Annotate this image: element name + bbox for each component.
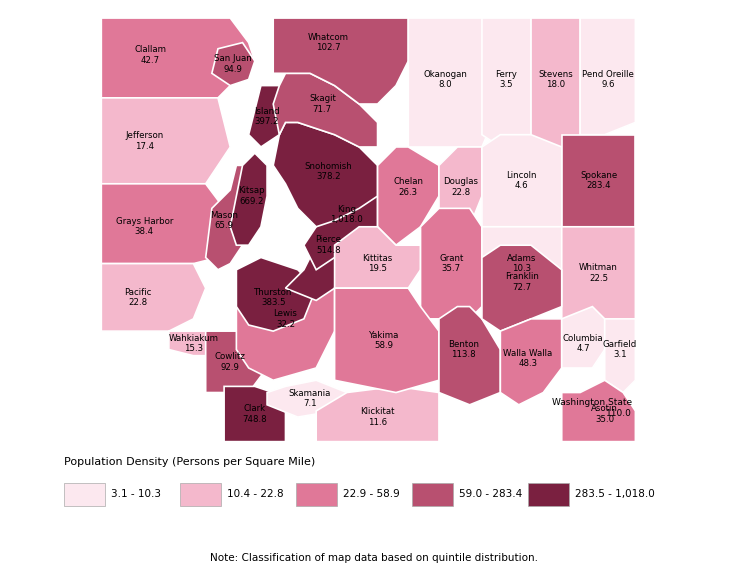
Text: Asotin
35.0: Asotin 35.0 <box>591 404 618 424</box>
Polygon shape <box>482 18 531 147</box>
Polygon shape <box>212 43 255 86</box>
Text: Walla Walla
48.3: Walla Walla 48.3 <box>503 349 553 368</box>
Text: Stevens
18.0: Stevens 18.0 <box>539 70 573 89</box>
Polygon shape <box>316 386 439 442</box>
Polygon shape <box>562 135 635 227</box>
Text: Lincoln
4.6: Lincoln 4.6 <box>506 171 537 190</box>
Text: 3.1 - 10.3: 3.1 - 10.3 <box>111 489 161 499</box>
Polygon shape <box>230 153 267 245</box>
Text: Skagit
71.7: Skagit 71.7 <box>309 94 336 114</box>
Text: Yakima
58.9: Yakima 58.9 <box>369 331 399 350</box>
Polygon shape <box>101 18 255 98</box>
Polygon shape <box>285 196 366 301</box>
Polygon shape <box>304 184 377 270</box>
Text: Pierce
514.8: Pierce 514.8 <box>315 235 342 255</box>
Polygon shape <box>580 18 635 135</box>
Text: Clark
748.8: Clark 748.8 <box>243 404 267 424</box>
Text: 22.9 - 58.9: 22.9 - 58.9 <box>343 489 400 499</box>
Text: Whitman
22.5: Whitman 22.5 <box>579 263 618 283</box>
Text: Lewis
32.2: Lewis 32.2 <box>273 309 297 328</box>
Text: Adams
10.3: Adams 10.3 <box>507 254 536 273</box>
Polygon shape <box>562 306 604 368</box>
Polygon shape <box>273 18 408 104</box>
Text: Columbia
4.7: Columbia 4.7 <box>563 334 604 353</box>
Polygon shape <box>249 86 285 147</box>
Text: Benton
113.8: Benton 113.8 <box>448 340 479 360</box>
Text: Grant
35.7: Grant 35.7 <box>439 254 464 273</box>
Polygon shape <box>101 98 230 184</box>
Polygon shape <box>335 227 420 288</box>
Text: Kitsap
669.2: Kitsap 669.2 <box>238 186 265 206</box>
Polygon shape <box>482 245 562 331</box>
Text: Mason
65.9: Mason 65.9 <box>210 211 238 231</box>
Text: Ferry
3.5: Ferry 3.5 <box>496 70 518 89</box>
Text: Clallam
42.7: Clallam 42.7 <box>134 45 166 65</box>
Polygon shape <box>273 123 377 227</box>
Polygon shape <box>267 380 347 417</box>
Text: Jefferson
17.4: Jefferson 17.4 <box>125 131 163 150</box>
Polygon shape <box>482 227 562 306</box>
Polygon shape <box>237 270 335 380</box>
Text: Spokane
283.4: Spokane 283.4 <box>580 171 617 190</box>
Text: Douglas
22.8: Douglas 22.8 <box>443 177 478 197</box>
Polygon shape <box>237 257 316 331</box>
Text: Chelan
26.3: Chelan 26.3 <box>393 177 423 197</box>
Polygon shape <box>420 208 482 319</box>
Text: King
1,018.0: King 1,018.0 <box>330 205 363 224</box>
Polygon shape <box>224 386 285 442</box>
Polygon shape <box>408 18 500 147</box>
Polygon shape <box>101 184 230 264</box>
Polygon shape <box>531 18 580 147</box>
Text: Pacific
22.8: Pacific 22.8 <box>124 288 152 307</box>
Text: Population Density (Persons per Square Mile): Population Density (Persons per Square M… <box>64 457 315 467</box>
Text: Whatcom
102.7: Whatcom 102.7 <box>308 33 349 53</box>
Text: Cowlitz
92.9: Cowlitz 92.9 <box>215 352 246 372</box>
Polygon shape <box>273 73 377 147</box>
Text: 10.4 - 22.8: 10.4 - 22.8 <box>227 489 284 499</box>
Text: Kittitas
19.5: Kittitas 19.5 <box>363 254 392 273</box>
Text: Washington State
110.0: Washington State 110.0 <box>552 398 632 417</box>
Polygon shape <box>206 331 267 392</box>
Polygon shape <box>169 331 224 355</box>
Text: Snohomish
378.2: Snohomish 378.2 <box>305 162 352 181</box>
Text: Note: Classification of map data based on quintile distribution.: Note: Classification of map data based o… <box>210 553 539 562</box>
Text: Garfield
3.1: Garfield 3.1 <box>603 340 637 360</box>
Text: Wahkiakum
15.3: Wahkiakum 15.3 <box>169 334 219 353</box>
Polygon shape <box>335 288 439 392</box>
Text: Grays Harbor
38.4: Grays Harbor 38.4 <box>115 217 173 236</box>
Polygon shape <box>206 165 255 270</box>
Polygon shape <box>562 380 635 442</box>
Text: 283.5 - 1,018.0: 283.5 - 1,018.0 <box>575 489 655 499</box>
Polygon shape <box>377 147 439 245</box>
Text: Thurston
383.5: Thurston 383.5 <box>254 288 292 307</box>
Polygon shape <box>439 306 500 405</box>
Polygon shape <box>482 135 562 227</box>
Polygon shape <box>439 147 482 245</box>
Polygon shape <box>500 319 562 405</box>
Text: Klickitat
11.6: Klickitat 11.6 <box>360 407 395 427</box>
Polygon shape <box>101 264 206 331</box>
Polygon shape <box>562 227 635 331</box>
Text: 59.0 - 283.4: 59.0 - 283.4 <box>459 489 522 499</box>
Text: Island
397.2: Island 397.2 <box>254 106 280 126</box>
Text: Skamania
7.1: Skamania 7.1 <box>289 389 331 409</box>
Text: San Juan
94.9: San Juan 94.9 <box>214 54 252 74</box>
Text: Pend Oreille
9.6: Pend Oreille 9.6 <box>582 70 634 89</box>
Text: Okanogan
8.0: Okanogan 8.0 <box>423 70 467 89</box>
Text: Franklin
72.7: Franklin 72.7 <box>505 272 539 292</box>
Polygon shape <box>604 319 635 392</box>
